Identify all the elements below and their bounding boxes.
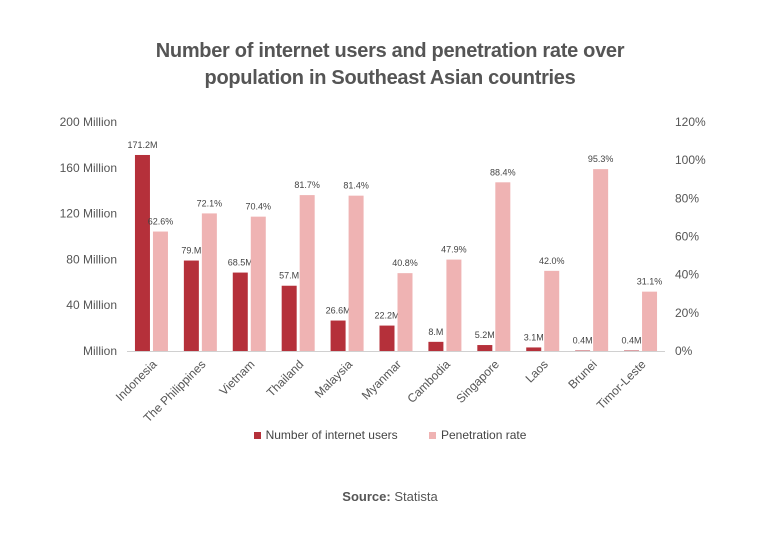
left-tick-label: 80 Million	[66, 252, 117, 266]
right-tick-label: 80%	[675, 191, 699, 205]
bar-rate-7	[495, 182, 511, 351]
bar-rate-6	[446, 259, 462, 351]
data-label-users-3: 57.M	[279, 271, 299, 281]
data-label-users-2: 68.5M	[228, 258, 253, 268]
data-label-users-6: 8.M	[428, 327, 443, 337]
right-tick-label: 0%	[675, 344, 693, 358]
data-label-rate-6: 47.9%	[441, 245, 467, 255]
data-label-users-7: 5.2M	[475, 330, 495, 340]
right-tick-label: 60%	[675, 230, 699, 244]
bar-rate-5	[397, 273, 413, 351]
category-label: Timor-Leste	[594, 357, 649, 412]
data-label-users-1: 79.M	[181, 246, 201, 256]
category-label: Thailand	[264, 357, 306, 399]
legend: Number of internet users Penetration rat…	[0, 428, 780, 442]
bar-users-8	[526, 347, 542, 351]
bar-users-1	[183, 260, 199, 351]
category-label: Myanmar	[359, 357, 404, 402]
legend-swatch-rate	[429, 432, 436, 439]
legend-item-rate: Penetration rate	[429, 428, 526, 442]
bar-rate-2	[250, 216, 266, 351]
bar-rate-9	[593, 169, 609, 351]
category-label: Vietnam	[217, 357, 258, 398]
left-tick-label: 160 Million	[60, 161, 117, 175]
category-label: Cambodia	[404, 357, 453, 406]
right-tick-label: 120%	[675, 115, 706, 129]
category-label: Malaysia	[312, 357, 356, 401]
bar-rate-1	[201, 213, 217, 351]
data-label-users-5: 22.2M	[374, 311, 399, 321]
data-label-rate-3: 81.7%	[294, 180, 320, 190]
bar-users-3	[281, 285, 297, 351]
data-label-rate-8: 42.0%	[539, 256, 565, 266]
data-label-users-9: 0.4M	[573, 336, 593, 346]
bar-users-6	[428, 341, 444, 351]
data-label-rate-7: 88.4%	[490, 167, 516, 177]
data-label-rate-1: 72.1%	[197, 198, 223, 208]
bar-rate-3	[299, 195, 315, 351]
bar-rate-4	[348, 195, 364, 351]
source-note: Source: Statista	[0, 489, 780, 504]
data-label-rate-10: 31.1%	[637, 277, 663, 287]
bar-rate-10	[642, 291, 658, 351]
data-label-users-10: 0.4M	[622, 336, 642, 346]
right-tick-label: 100%	[675, 153, 706, 167]
legend-swatch-users	[253, 432, 261, 439]
bar-users-7	[477, 345, 493, 351]
right-tick-label: 40%	[675, 268, 699, 282]
source-value: Statista	[394, 489, 438, 504]
data-label-rate-4: 81.4%	[343, 181, 369, 191]
data-label-rate-2: 70.4%	[246, 202, 272, 212]
title-line-2: population in Southeast Asian countries	[204, 67, 576, 89]
data-label-rate-5: 40.8%	[392, 258, 418, 268]
data-label-rate-0: 62.6%	[148, 217, 174, 227]
category-label: Brunei	[565, 357, 599, 391]
legend-label-rate: Penetration rate	[441, 428, 527, 442]
data-label-users-4: 26.6M	[326, 306, 351, 316]
bar-rate-0	[152, 231, 168, 351]
source-label: Source:	[342, 489, 391, 504]
right-tick-label: 20%	[675, 306, 699, 320]
legend-item-users: Number of internet users	[253, 428, 398, 442]
left-tick-label: 120 Million	[60, 207, 117, 221]
data-label-rate-9: 95.3%	[588, 154, 614, 164]
bar-users-2	[232, 272, 248, 351]
title-line-1: Number of internet users and penetration…	[155, 40, 625, 62]
left-tick-label: 200 Million	[60, 115, 117, 129]
bar-users-4	[330, 320, 346, 351]
category-label: Laos	[523, 357, 551, 385]
data-label-users-0: 171.2M	[127, 140, 157, 150]
bar-users-5	[379, 325, 395, 351]
legend-label-users: Number of internet users	[265, 428, 398, 442]
data-label-users-8: 3.1M	[524, 332, 544, 342]
category-label: Singapore	[453, 357, 502, 406]
left-tick-label: 40 Million	[66, 298, 117, 312]
chart-title: Number of internet users and penetration…	[0, 38, 780, 92]
category-label: Indonesia	[113, 357, 160, 404]
bar-rate-8	[544, 270, 560, 351]
bar-users-0	[134, 154, 150, 351]
left-tick-label: Million	[83, 344, 117, 358]
